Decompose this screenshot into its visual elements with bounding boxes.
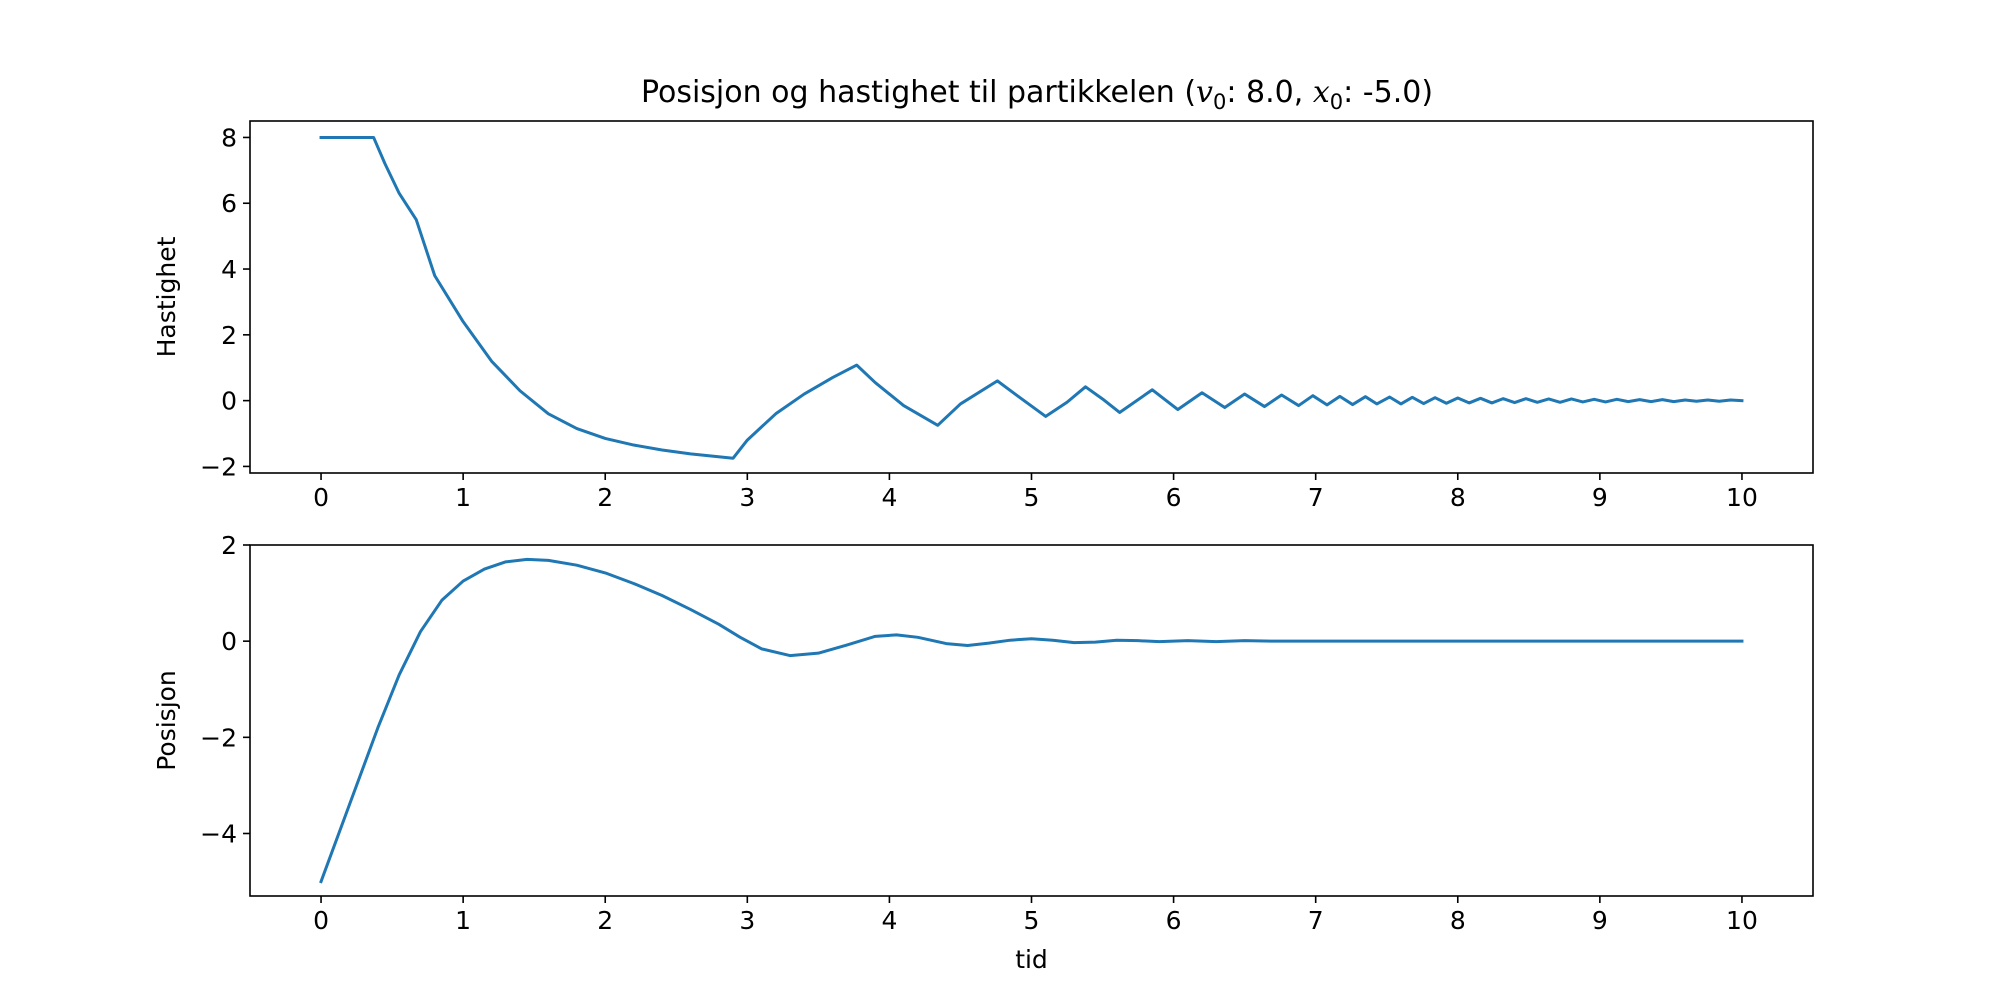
velocity-subplot: 0 1 2 3 4 5 6 7 8 9 10 8 6 4 2 0 −2 Hastighet [152,120,1814,512]
velocity-x-tick-label: 10 [1726,483,1758,512]
position-subplot: 0 1 2 3 4 5 6 7 8 9 10 2 0 −2 −4 Posisjon tid [152,531,1814,974]
position-x-tick-label: 5 [1024,906,1040,935]
position-y-tick-label: 0 [221,627,237,656]
velocity-x-tick-label: 9 [1592,483,1608,512]
velocity-y-tick-label: 8 [221,123,237,152]
position-x-tick-label: 1 [455,906,471,935]
position-x-tick-label: 8 [1450,906,1466,935]
velocity-x-tick-label: 2 [597,483,613,512]
position-y-tick-label: −2 [200,723,237,752]
velocity-x-tick-label: 1 [455,483,471,512]
velocity-y-tick-label: −2 [200,452,237,481]
figure-title: Posisjon og hastighet til partikkelen (v… [641,75,1433,114]
position-y-axis-label: Posisjon [152,670,181,771]
velocity-x-tick-label: 6 [1166,483,1182,512]
velocity-y-axis-label: Hastighet [152,236,181,357]
position-x-axis-label: tid [1015,945,1048,974]
position-x-tick-label: 7 [1308,906,1324,935]
velocity-y-tick-label: 2 [221,321,237,350]
position-x-tick-label: 3 [739,906,755,935]
velocity-x-tick-label: 4 [881,483,897,512]
position-x-tick-label: 9 [1592,906,1608,935]
position-y-tick-label: 2 [221,531,237,560]
position-x-tick-label: 10 [1726,906,1758,935]
velocity-y-tick-label: 4 [221,255,237,284]
position-y-tick-label: −4 [200,819,237,848]
position-x-tick-label: 6 [1166,906,1182,935]
position-x-tick-label: 4 [881,906,897,935]
velocity-y-tick-label: 0 [221,387,237,416]
position-x-tick-label: 0 [313,906,329,935]
velocity-y-tick-label: 6 [221,189,237,218]
position-series-line-0 [319,557,1744,884]
velocity-x-tick-label: 8 [1450,483,1466,512]
velocity-x-tick-label: 7 [1308,483,1324,512]
position-x-tick-label: 2 [597,906,613,935]
velocity-x-tick-label: 3 [739,483,755,512]
velocity-x-tick-label: 0 [313,483,329,512]
velocity-series-line-0 [319,135,1744,460]
velocity-x-tick-label: 5 [1024,483,1040,512]
